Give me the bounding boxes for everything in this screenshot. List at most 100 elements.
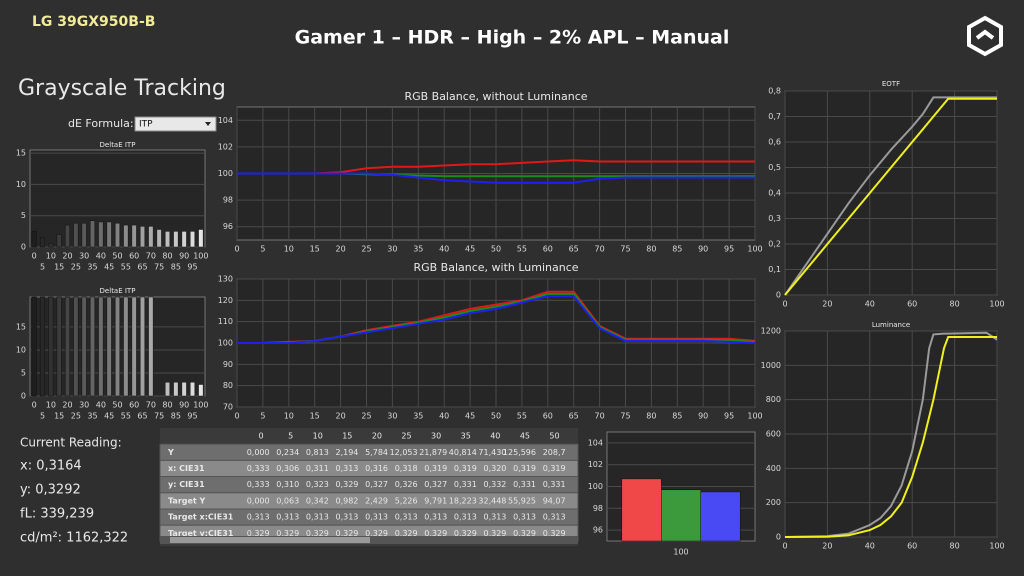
x-tick-label: 95	[187, 412, 197, 421]
chart-title: EOTF	[882, 80, 900, 88]
x-tick-label: 15	[310, 412, 320, 421]
x-tick-label: 40	[865, 300, 875, 309]
table-cell: 0,313	[543, 513, 566, 522]
y-tick-label: 110	[218, 317, 233, 326]
row-header: Target Y	[168, 496, 206, 505]
table-cell: 0,313	[335, 464, 358, 473]
x-tick-label: 25	[71, 412, 81, 421]
column-header: 15	[342, 432, 352, 441]
bar	[123, 224, 129, 248]
bar	[164, 231, 171, 248]
y-tick-label: 104	[588, 438, 603, 447]
x-tick-label: 85	[672, 412, 682, 421]
y-tick-label: 98	[593, 504, 603, 513]
y-tick-label: 0,4	[768, 189, 781, 198]
page-title: Gamer 1 – HDR – High – 2% APL – Manual	[295, 27, 730, 49]
x-tick-label: 45	[104, 263, 114, 272]
table-cell: 0,327	[365, 480, 388, 489]
table-cell: 0,327	[424, 480, 447, 489]
table-cell: 0,313	[454, 513, 477, 522]
x-tick-label: 70	[595, 412, 605, 421]
chart: 96 98 100 102 104 100	[588, 431, 756, 557]
table-cell: 0,329	[424, 529, 447, 538]
table-cell: 0,342	[306, 496, 329, 505]
table-cell: 0,313	[365, 513, 388, 522]
y-tick-label: 0	[776, 533, 781, 542]
y-tick-label: 102	[218, 142, 233, 151]
x-tick-label: 100	[989, 300, 1004, 309]
table-cell: 0,310	[276, 480, 299, 489]
table-cell: 0,329	[543, 529, 566, 538]
table-cell: 0,332	[483, 480, 506, 489]
chart: Luminance 0 200 400 600 800 1000 1200 0 20 40 60 80 1…	[761, 321, 1005, 551]
table-cell: 0,313	[424, 513, 447, 522]
y-tick-label: 600	[766, 430, 781, 439]
bar	[189, 381, 196, 397]
scrollbar-thumb[interactable]	[170, 537, 370, 543]
y-tick-label: 400	[766, 464, 781, 473]
y-tick-label: 0,1	[768, 265, 781, 274]
table-cell: 2,429	[365, 496, 388, 505]
table-cell: 2,194	[335, 448, 358, 457]
bar	[56, 234, 62, 248]
x-tick-label: 70	[146, 252, 156, 261]
table-cell: 0,331	[454, 480, 477, 489]
x-tick-label: 80	[162, 401, 172, 410]
bar	[164, 381, 171, 397]
column-header: 5	[288, 432, 293, 441]
x-tick-label: 65	[569, 412, 579, 421]
table-cell: 0,316	[365, 464, 388, 473]
bar	[131, 224, 137, 248]
table-cell: 0,313	[276, 513, 299, 522]
y-tick-label: 1000	[761, 361, 781, 370]
bar	[148, 296, 154, 397]
bar	[106, 296, 112, 397]
x-tick-label: 100	[989, 542, 1004, 551]
bar	[114, 222, 121, 248]
table-cell: 125,596	[503, 448, 536, 457]
table-cell: 0,329	[483, 529, 506, 538]
bar	[181, 381, 187, 397]
x-tick-label: 30	[387, 245, 397, 254]
table-cell: 18,223	[449, 496, 477, 505]
line-series	[237, 295, 756, 344]
x-tick-label: 65	[137, 412, 147, 421]
x-tick-label: 25	[361, 245, 371, 254]
table-cell: 208,7	[543, 448, 566, 457]
line-series	[784, 96, 997, 296]
x-tick-label: 10	[46, 252, 56, 261]
table-cell: 0,323	[306, 480, 329, 489]
table-cell: 0,331	[513, 480, 536, 489]
table-cell: 0,234	[276, 448, 299, 457]
bar	[98, 296, 104, 397]
reading-fl: fL: 339,239	[20, 507, 94, 522]
x-tick-label: 10	[46, 401, 56, 410]
x-tick-label: 15	[54, 412, 64, 421]
bar	[89, 220, 96, 248]
reading-label: Current Reading:	[20, 436, 122, 450]
x-tick-label: 75	[620, 412, 630, 421]
de-formula-label: dE Formula:	[68, 117, 134, 130]
x-tick-label: 55	[517, 245, 527, 254]
bar	[621, 478, 662, 542]
x-tick-label: 30	[79, 401, 89, 410]
x-tick-label: 25	[361, 412, 371, 421]
y-tick-label: 10	[16, 180, 26, 189]
column-header: 0	[259, 432, 264, 441]
x-tick-label: 15	[310, 245, 320, 254]
column-header: 45	[520, 432, 530, 441]
reading-cdm2: cd/m²: 1162,322	[20, 531, 128, 546]
de-formula-select[interactable]	[134, 116, 217, 132]
y-tick-label: 0,3	[768, 214, 781, 223]
logo	[967, 15, 1003, 57]
y-tick-label: 130	[218, 275, 233, 284]
table-cell: 0,313	[513, 513, 536, 522]
bar	[81, 222, 87, 248]
x-tick-label: 60	[129, 401, 139, 410]
column-header: 35	[461, 432, 471, 441]
x-tick-label: 20	[62, 401, 72, 410]
chart: DeltaE ITP051015051015202530354045505560…	[16, 287, 209, 421]
row-header: Target x:CIE31	[168, 513, 234, 522]
bar	[114, 296, 121, 397]
